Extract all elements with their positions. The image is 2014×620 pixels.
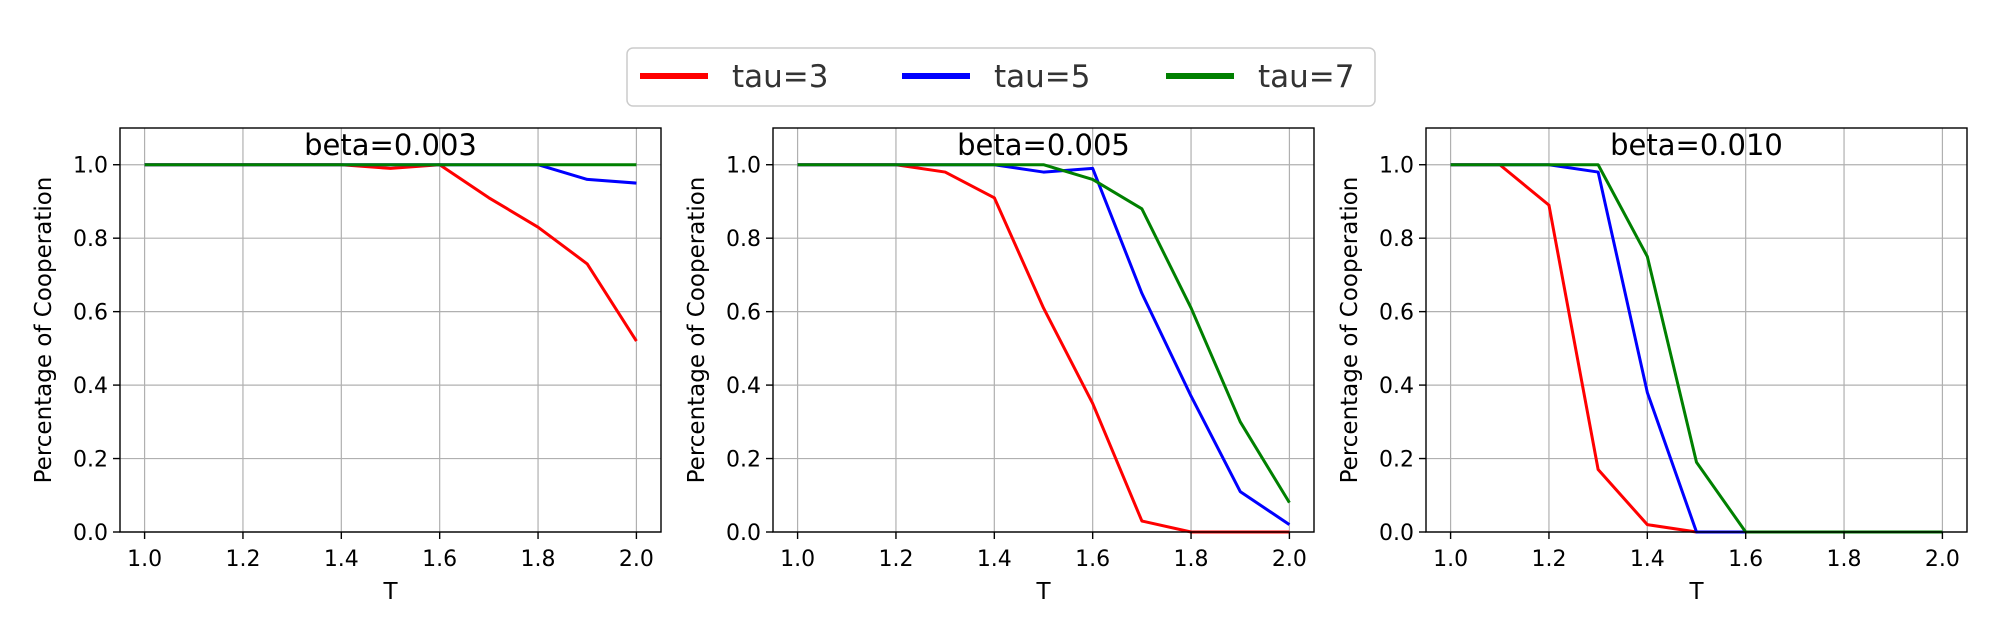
series-line-tau-5	[797, 163, 1291, 526]
y-tick-label: 0.0	[73, 521, 108, 546]
series-line-tau-7	[1450, 163, 1943, 534]
x-tick-label: 1.0	[1433, 547, 1468, 572]
y-tick-label: 0.4	[73, 374, 108, 399]
y-tick-label: 0.6	[726, 301, 761, 326]
panel-title: beta=0.005	[957, 128, 1130, 162]
x-axis-label: T	[1035, 579, 1051, 605]
x-tick-label: 1.8	[521, 547, 556, 572]
x-tick-label: 1.4	[977, 547, 1012, 572]
legend-label: tau=7	[1258, 59, 1355, 95]
legend-label: tau=3	[732, 59, 829, 95]
axes-frame	[772, 127, 1315, 533]
x-tick-label: 1.2	[1531, 547, 1566, 572]
y-tick-label: 1.0	[726, 154, 761, 179]
chart-panel-3: 1.0 1.2 1.4 1.6 1.8 2.0 0.0 0.2 0.4 0.6 0.8 1.0 T Per…	[1337, 127, 1968, 605]
x-tick-label: 2.0	[1272, 547, 1307, 572]
x-tick-label: 1.8	[1174, 547, 1209, 572]
y-axis-label: Percentage of Cooperation	[31, 177, 57, 484]
y-tick-label: 0.2	[726, 448, 761, 473]
y-tick-label: 0.8	[726, 227, 761, 252]
series-line-tau-3	[1450, 163, 1943, 534]
y-tick-label: 0.6	[1379, 301, 1414, 326]
series-line-tau-3	[144, 163, 638, 342]
x-tick-label: 1.4	[324, 547, 359, 572]
y-tick-label: 0.8	[1379, 227, 1414, 252]
x-tick-label: 1.2	[225, 547, 260, 572]
x-tick-label: 1.6	[1728, 547, 1763, 572]
x-axis-label: T	[1688, 579, 1704, 605]
x-tick-label: 1.0	[780, 547, 815, 572]
y-tick-label: 0.2	[73, 448, 108, 473]
axes-frame	[1425, 127, 1968, 533]
x-tick-label: 1.8	[1827, 547, 1862, 572]
y-tick-label: 1.0	[1379, 154, 1414, 179]
y-tick-label: 0.4	[1379, 374, 1414, 399]
y-tick-label: 0.0	[1379, 521, 1414, 546]
y-tick-label: 0.4	[726, 374, 761, 399]
y-tick-label: 0.6	[73, 301, 108, 326]
y-tick-label: 1.0	[73, 154, 108, 179]
x-tick-label: 1.2	[878, 547, 913, 572]
panel-title: beta=0.003	[304, 128, 477, 162]
series-line-tau-3	[797, 163, 1290, 534]
panel-title: beta=0.010	[1610, 128, 1783, 162]
x-tick-label: 1.0	[127, 547, 162, 572]
x-tick-label: 1.6	[422, 547, 457, 572]
chart-panels: 1.0 1.2 1.4 1.6 1.8 2.0 0.0 0.2 0.4 0.6 0.8 1.0 T Per…	[31, 127, 1968, 605]
legend-label: tau=5	[994, 59, 1091, 95]
chart-panel-2: 1.0 1.2 1.4 1.6 1.8 2.0 0.0 0.2 0.4 0.6 0.8 1.0 T Per…	[684, 127, 1315, 605]
y-tick-label: 0.0	[726, 521, 761, 546]
y-tick-label: 0.8	[73, 227, 108, 252]
y-axis-label: Percentage of Cooperation	[684, 177, 710, 484]
series-line-tau-7	[797, 163, 1291, 504]
y-axis-label: Percentage of Cooperation	[1337, 177, 1363, 484]
y-tick-label: 0.2	[1379, 448, 1414, 473]
legend: tau=3 tau=5 tau=7	[626, 47, 1376, 107]
x-axis-label: T	[382, 579, 398, 605]
series-line-tau-5	[1450, 163, 1943, 534]
x-tick-label: 1.4	[1630, 547, 1665, 572]
chart-panel-1: 1.0 1.2 1.4 1.6 1.8 2.0 0.0 0.2 0.4 0.6 0.8 1.0 T Per…	[31, 127, 662, 605]
x-tick-label: 1.6	[1075, 547, 1110, 572]
axes-frame	[119, 127, 662, 533]
legend-box	[626, 47, 1376, 107]
x-tick-label: 2.0	[1925, 547, 1960, 572]
x-tick-label: 2.0	[619, 547, 654, 572]
